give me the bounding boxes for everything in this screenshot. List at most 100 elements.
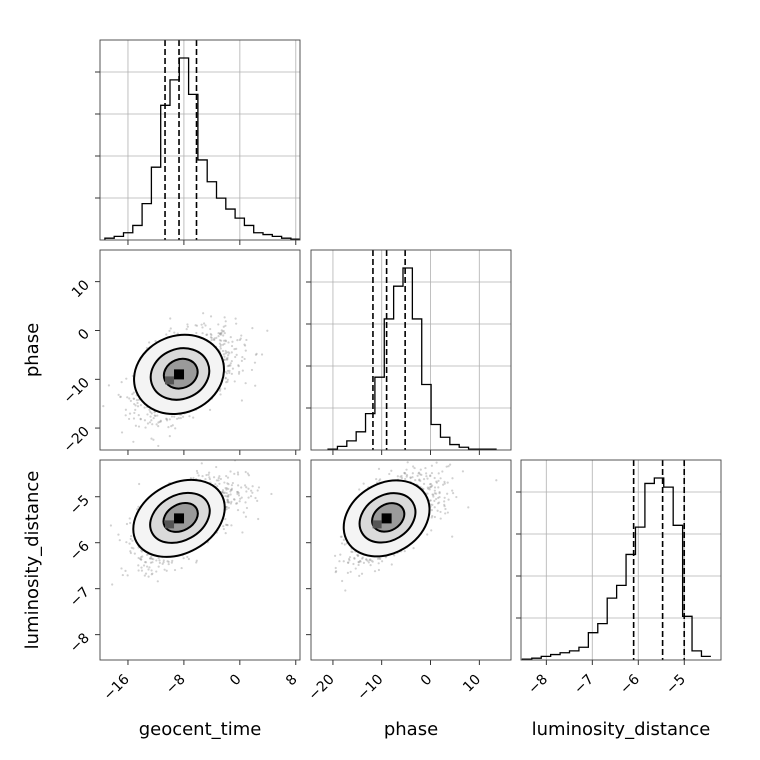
scatter-point bbox=[149, 410, 152, 413]
scatter-point bbox=[244, 501, 247, 504]
scatter-point bbox=[403, 471, 406, 475]
scatter-point bbox=[342, 538, 345, 541]
scatter-point bbox=[238, 370, 241, 374]
scatter-point bbox=[347, 561, 350, 564]
scatter-point bbox=[174, 427, 177, 430]
scatter-point bbox=[170, 415, 174, 418]
scatter-point bbox=[120, 431, 124, 434]
scatter-point bbox=[145, 553, 149, 556]
scatter-point bbox=[360, 557, 364, 560]
scatter-point bbox=[244, 382, 247, 385]
scatter-point bbox=[366, 559, 369, 562]
scatter-point bbox=[224, 352, 227, 355]
scatter-point bbox=[223, 387, 227, 390]
scatter-point bbox=[219, 345, 222, 348]
scatter-point bbox=[168, 418, 171, 421]
scatter-point bbox=[256, 489, 259, 492]
scatter-point bbox=[341, 579, 344, 583]
scatter-point bbox=[373, 570, 377, 573]
scatter-point bbox=[195, 324, 199, 327]
scatter-point bbox=[356, 553, 359, 557]
scatter-point bbox=[238, 500, 241, 503]
panel-frame bbox=[99, 39, 301, 241]
scatter-point bbox=[142, 564, 146, 567]
scatter-point bbox=[225, 357, 228, 360]
scatter-point bbox=[245, 490, 248, 493]
scatter-point bbox=[165, 417, 168, 420]
scatter-point bbox=[119, 395, 122, 398]
scatter-point bbox=[431, 493, 434, 496]
scatter-point bbox=[370, 559, 373, 562]
scatter-point bbox=[416, 474, 419, 477]
scatter-point bbox=[132, 391, 135, 394]
scatter-point bbox=[360, 572, 364, 575]
scatter-point bbox=[443, 496, 446, 499]
scatter-point bbox=[143, 419, 147, 422]
scatter-point bbox=[348, 559, 351, 562]
scatter-point bbox=[439, 517, 442, 520]
scatter-point bbox=[225, 507, 228, 511]
scatter-point bbox=[148, 341, 151, 344]
scatter-point bbox=[411, 476, 414, 479]
scatter-point bbox=[338, 560, 341, 563]
scatter-point bbox=[429, 474, 432, 478]
scatter-point bbox=[148, 557, 152, 560]
scatter-point bbox=[227, 364, 231, 367]
scatter-point bbox=[132, 397, 135, 400]
scatter-point bbox=[163, 568, 166, 571]
scatter-point bbox=[436, 502, 440, 505]
panels-group bbox=[95, 39, 722, 665]
scatter-point bbox=[251, 485, 254, 488]
scatter-point bbox=[223, 355, 226, 358]
scatter-point bbox=[226, 365, 229, 368]
scatter-point bbox=[226, 498, 229, 501]
scatter-point bbox=[209, 327, 212, 331]
scatter-point bbox=[246, 472, 249, 475]
scatter-point bbox=[365, 558, 368, 561]
scatter-point bbox=[131, 539, 134, 542]
scatter-point bbox=[195, 469, 199, 473]
scatter-point bbox=[145, 565, 149, 568]
scatter-point bbox=[427, 487, 430, 490]
scatter-point bbox=[202, 322, 206, 325]
hist-panel-luminosity_distance bbox=[516, 459, 722, 665]
scatter-point bbox=[230, 484, 234, 487]
x-axis-label-phase: phase bbox=[384, 719, 438, 740]
scatter-point bbox=[257, 517, 260, 521]
scatter-point bbox=[353, 557, 356, 560]
scatter-point bbox=[251, 327, 254, 330]
scatter-point bbox=[137, 398, 140, 401]
scatter-point bbox=[205, 333, 209, 336]
scatter-point bbox=[140, 558, 143, 561]
scatter-point bbox=[134, 424, 137, 427]
scatter-point bbox=[223, 316, 226, 319]
scatter-point bbox=[235, 490, 239, 494]
scatter-point bbox=[220, 339, 223, 342]
scatter-point bbox=[226, 482, 229, 485]
scatter-point bbox=[186, 325, 189, 328]
scatter-point bbox=[230, 344, 234, 348]
x-tick-label: 0 bbox=[418, 672, 436, 690]
scatter-point bbox=[135, 399, 139, 402]
scatter-point bbox=[219, 333, 223, 336]
scatter-point bbox=[228, 364, 231, 367]
scatter-point bbox=[170, 561, 173, 564]
scatter-point bbox=[137, 556, 140, 560]
scatter-point bbox=[229, 502, 233, 505]
scatter-point bbox=[125, 522, 129, 526]
scatter-point bbox=[162, 559, 165, 562]
scatter-point bbox=[396, 475, 399, 478]
y-axis-label-phase: phase bbox=[22, 323, 43, 377]
scatter-point bbox=[451, 477, 454, 480]
scatter-point bbox=[365, 558, 368, 561]
scatter-point bbox=[241, 531, 244, 534]
scatter-point bbox=[225, 505, 228, 509]
scatter-point bbox=[439, 477, 442, 480]
scatter-panel-geocent_time-phase bbox=[95, 249, 301, 455]
scatter-point bbox=[144, 426, 147, 429]
scatter-point bbox=[151, 557, 154, 561]
scatter-point bbox=[236, 339, 239, 342]
scatter-point bbox=[158, 420, 161, 424]
scatter-point bbox=[224, 523, 228, 526]
scatter-point bbox=[175, 417, 179, 420]
